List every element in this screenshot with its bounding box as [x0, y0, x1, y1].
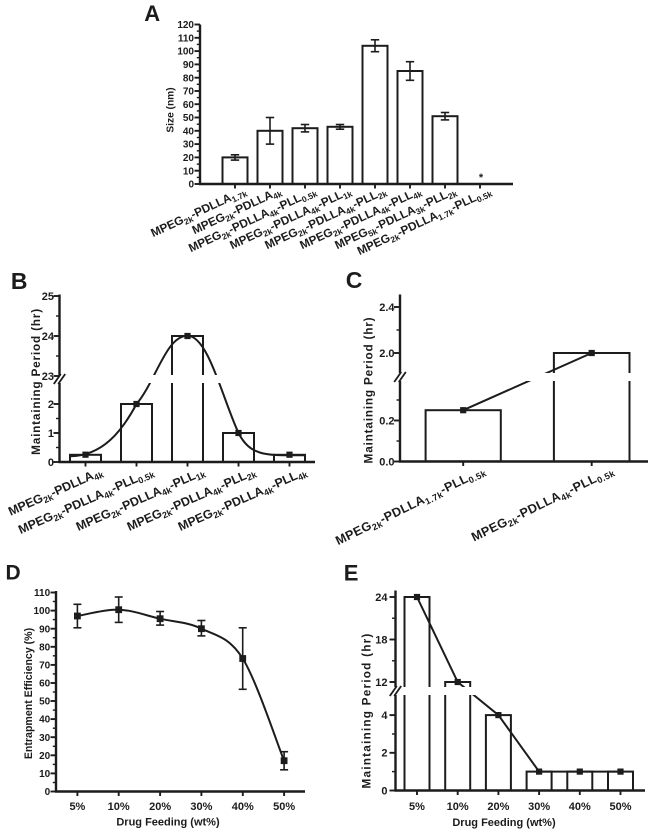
svg-text:20%: 20% [149, 801, 171, 813]
svg-text:Size (nm): Size (nm) [166, 87, 177, 132]
svg-text:23: 23 [42, 371, 54, 383]
svg-text:B: B [11, 268, 28, 294]
svg-text:2.0: 2.0 [379, 348, 394, 360]
svg-text:40: 40 [183, 126, 195, 137]
svg-text:90: 90 [39, 624, 51, 635]
svg-text:100: 100 [34, 606, 51, 617]
svg-text:2: 2 [48, 399, 54, 411]
svg-text:120: 120 [177, 20, 194, 31]
svg-text:5%: 5% [409, 801, 425, 813]
svg-text:D: D [6, 562, 21, 585]
svg-text:20%: 20% [487, 801, 509, 813]
svg-text:Maintaining Period (hr): Maintaining Period (hr) [360, 632, 374, 788]
svg-text:30%: 30% [190, 801, 212, 813]
svg-text:0: 0 [48, 457, 54, 469]
svg-text:20: 20 [39, 751, 51, 762]
svg-text:70: 70 [39, 661, 51, 672]
svg-text:10: 10 [183, 166, 195, 177]
svg-text:*: * [479, 172, 484, 184]
svg-text:60: 60 [39, 679, 51, 690]
svg-text:12: 12 [375, 677, 387, 689]
svg-text:0: 0 [188, 180, 194, 191]
svg-text:60: 60 [183, 100, 195, 111]
svg-text:Drug Feeding (wt%): Drug Feeding (wt%) [116, 817, 220, 829]
svg-text:0: 0 [381, 785, 387, 797]
svg-text:40: 40 [39, 715, 51, 726]
svg-text:25: 25 [42, 291, 54, 303]
svg-text:18: 18 [375, 634, 387, 646]
svg-text:30: 30 [183, 140, 195, 151]
svg-text:30%: 30% [528, 801, 550, 813]
svg-text:50: 50 [183, 113, 195, 124]
svg-text:30: 30 [39, 733, 51, 744]
svg-text:50%: 50% [609, 801, 631, 813]
svg-text:90: 90 [183, 60, 195, 71]
svg-text:10: 10 [39, 769, 51, 780]
svg-text:24: 24 [375, 592, 388, 604]
svg-text:0.2: 0.2 [379, 415, 394, 427]
svg-text:20: 20 [183, 153, 195, 164]
svg-text:24: 24 [42, 331, 55, 343]
svg-text:1: 1 [48, 428, 54, 440]
svg-text:10%: 10% [108, 801, 130, 813]
svg-text:110: 110 [34, 588, 51, 599]
svg-text:0: 0 [45, 787, 51, 798]
svg-text:0.0: 0.0 [379, 456, 394, 468]
svg-text:E: E [344, 561, 359, 586]
svg-text:Maintaining Period (hr): Maintaining Period (hr) [362, 317, 376, 464]
svg-text:50%: 50% [273, 801, 295, 813]
svg-text:80: 80 [39, 642, 51, 653]
svg-text:Maintaining Period (hr): Maintaining Period (hr) [29, 308, 43, 455]
svg-text:4: 4 [381, 710, 388, 722]
svg-text:5%: 5% [69, 801, 85, 813]
svg-text:2: 2 [381, 748, 387, 760]
svg-text:2.4: 2.4 [379, 302, 395, 314]
svg-text:110: 110 [178, 33, 195, 44]
svg-text:10%: 10% [447, 801, 469, 813]
svg-text:Entrapment Efficiency (%): Entrapment Efficiency (%) [23, 628, 35, 759]
svg-text:40%: 40% [569, 801, 591, 813]
svg-text:100: 100 [177, 47, 194, 58]
svg-text:40%: 40% [232, 801, 254, 813]
svg-text:C: C [346, 267, 363, 293]
svg-text:50: 50 [39, 697, 51, 708]
svg-text:80: 80 [183, 73, 195, 84]
svg-text:70: 70 [183, 87, 195, 98]
svg-text:Drug Feeding (wt%): Drug Feeding (wt%) [452, 817, 556, 829]
svg-text:A: A [144, 1, 160, 26]
